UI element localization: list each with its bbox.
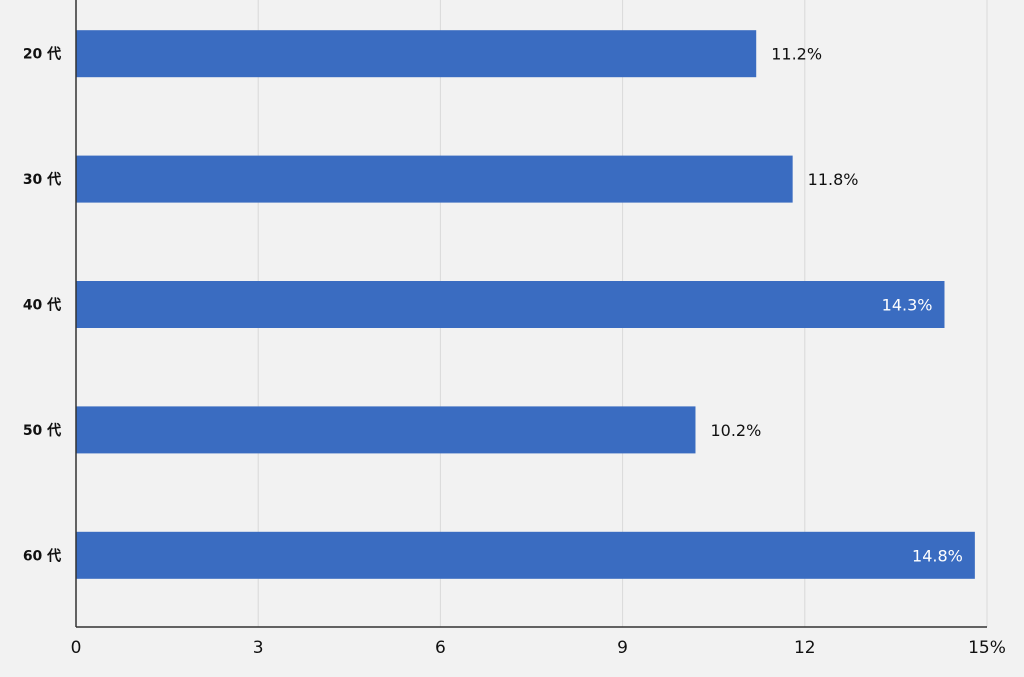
- bar-1: [76, 155, 793, 203]
- data-label: 11.2%: [771, 45, 822, 64]
- x-tick-label: 9: [617, 638, 628, 658]
- category-label: 30 代: [23, 171, 61, 188]
- category-label: 40 代: [23, 297, 61, 314]
- x-tick-label: 6: [435, 638, 446, 658]
- x-tick-label: 0: [71, 638, 82, 658]
- axes: [75, 0, 987, 628]
- category-label: 20 代: [23, 46, 61, 63]
- category-label: 50 代: [23, 422, 61, 439]
- category-label: 60 代: [23, 547, 61, 564]
- bar-4: [76, 531, 975, 579]
- data-label: 11.8%: [808, 170, 859, 189]
- labels: 0 3 6 9 12 15% 20 代 11.2% 30 代 11.8% 40 代 14.3% 50 代…: [23, 45, 1006, 658]
- data-label: 14.8%: [912, 546, 963, 565]
- bar-3: [76, 406, 696, 454]
- data-label: 10.2%: [710, 421, 761, 440]
- bars: [76, 30, 975, 579]
- bar-0: [76, 30, 757, 78]
- x-tick-label: 3: [253, 638, 264, 658]
- bar-2: [76, 281, 945, 328]
- x-tick-label: 15%: [968, 638, 1006, 658]
- data-label: 14.3%: [882, 296, 933, 315]
- x-tick-label: 12: [794, 638, 816, 658]
